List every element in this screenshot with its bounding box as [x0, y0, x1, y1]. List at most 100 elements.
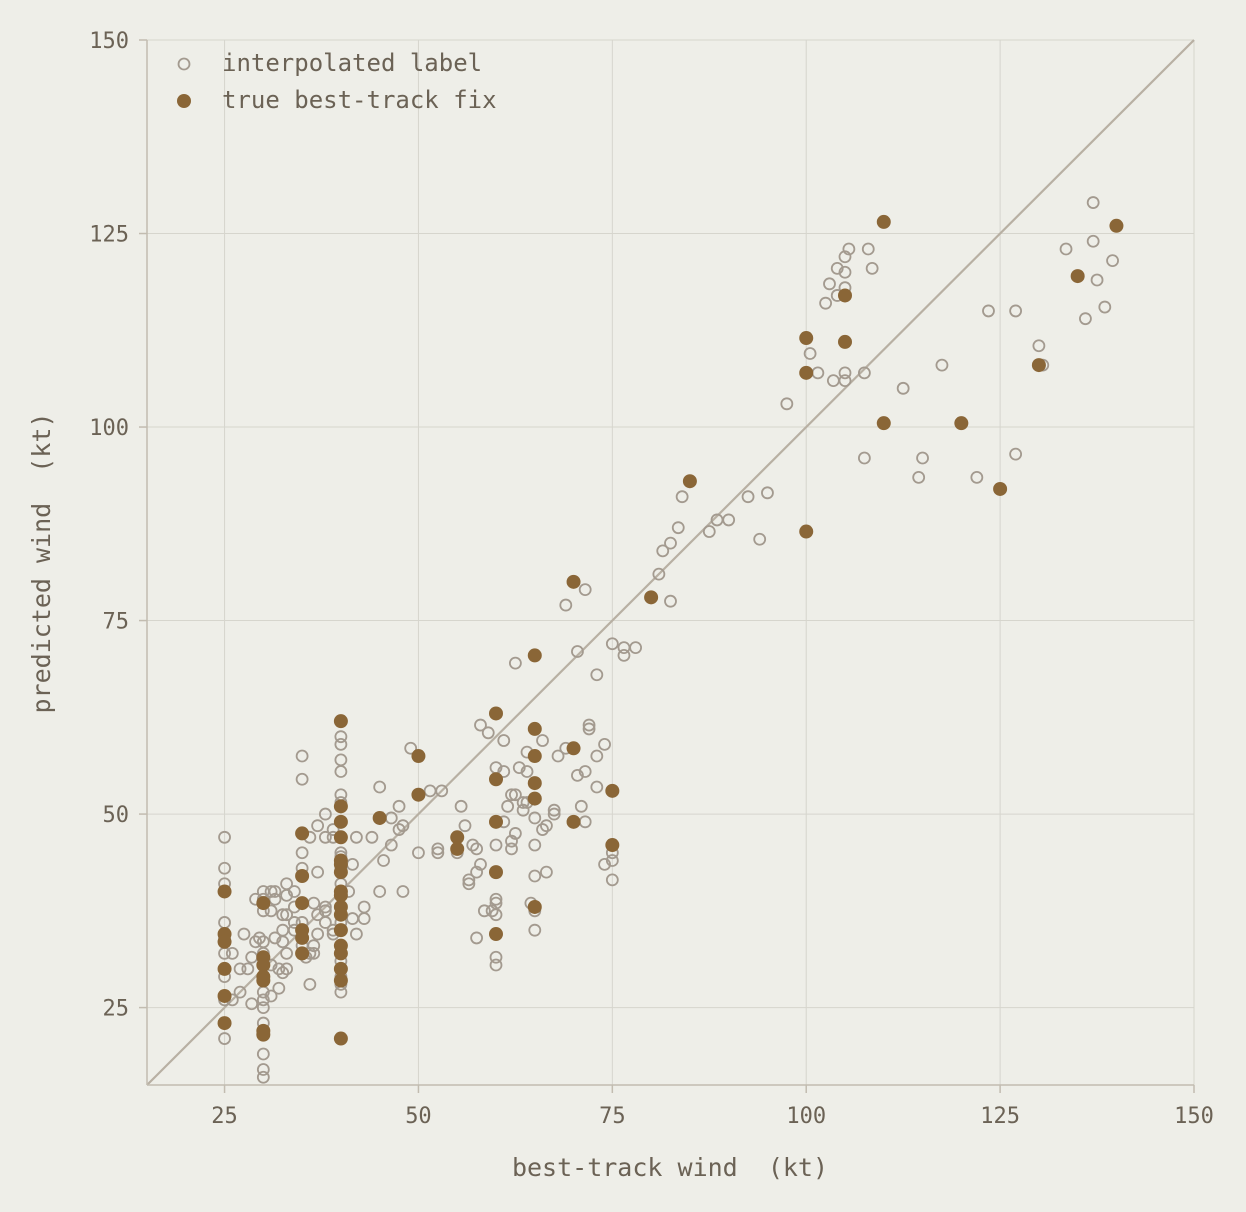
best-track-point [333, 961, 348, 976]
interpolated-point [935, 358, 949, 372]
interpolated-point [334, 985, 348, 999]
best-track-point [644, 590, 659, 605]
interpolated-point [365, 830, 379, 844]
interpolated-point [505, 842, 518, 856]
interpolated-point [276, 966, 290, 980]
interpolated-point [268, 885, 282, 898]
interpolated-point [508, 827, 522, 840]
interpolated-point [264, 885, 278, 898]
interpolated-point [349, 830, 363, 844]
interpolated-point [307, 896, 321, 910]
interpolated-point [349, 927, 363, 941]
interpolated-point [516, 796, 530, 809]
interpolated-point [617, 648, 631, 662]
best-track-point [682, 474, 697, 489]
interpolated-point [470, 842, 484, 856]
legend-marker-open [177, 57, 191, 71]
interpolated-point [241, 962, 255, 976]
interpolated-point [861, 242, 875, 256]
interpolated-point [823, 277, 836, 291]
best-track-point [217, 961, 232, 976]
legend-label-interpolated: interpolated label [222, 49, 482, 77]
interpolated-point [838, 374, 852, 387]
best-track-point [527, 791, 542, 806]
interpolated-point [280, 888, 294, 902]
interpolated-point [295, 846, 309, 860]
interpolated-point [334, 765, 348, 778]
interpolated-point [571, 768, 584, 782]
best-track-point [333, 814, 348, 829]
best-track-point [799, 365, 814, 380]
interpolated-point [830, 261, 844, 275]
best-track-point [333, 973, 348, 988]
x-tick-label: 125 [980, 1104, 1020, 1129]
best-track-point [799, 524, 814, 539]
interpolated-point [702, 525, 716, 538]
best-track-point [372, 810, 387, 825]
interpolated-point [318, 916, 332, 929]
interpolated-point [474, 857, 487, 871]
interpolated-point [233, 962, 247, 976]
interpolated-point [311, 908, 325, 922]
y-tick-label: 100 [89, 416, 129, 441]
best-track-point [333, 923, 348, 938]
interpolated-point [346, 857, 359, 871]
best-track-point [333, 946, 348, 961]
interpolated-point [462, 877, 476, 891]
best-track-point [256, 896, 271, 911]
best-track-point [1070, 269, 1085, 284]
interpolated-point [276, 923, 290, 937]
interpolated-point [276, 908, 290, 922]
interpolated-point [1098, 300, 1112, 314]
interpolated-point [722, 513, 736, 527]
best-track-point [566, 741, 581, 756]
interpolated-point [540, 865, 553, 879]
interpolated-point [497, 765, 511, 778]
best-track-point [489, 772, 503, 787]
interpolated-point [233, 985, 247, 999]
best-track-point [489, 814, 503, 829]
best-track-point [566, 574, 581, 589]
interpolated-point [311, 819, 325, 833]
interpolated-point [311, 927, 325, 941]
interpolated-point [656, 544, 670, 558]
interpolated-point [489, 908, 503, 922]
interpolated-point [318, 900, 332, 914]
best-track-point [295, 869, 310, 883]
interpolated-point [508, 656, 522, 670]
interpolated-point [629, 641, 642, 655]
best-track-point [217, 884, 232, 899]
interpolated-point [334, 730, 348, 744]
interpolated-point [458, 819, 472, 833]
best-track-point [450, 841, 465, 856]
y-tick-label: 150 [89, 29, 129, 54]
interpolated-point [520, 765, 534, 778]
best-track-point [217, 988, 232, 1003]
best-track-point [993, 481, 1008, 496]
x-axis-label: best-track wind (kt) [512, 1153, 828, 1182]
best-track-point [411, 749, 426, 764]
interpolated-point [551, 749, 565, 763]
interpolated-point [489, 950, 503, 964]
interpolated-point [497, 734, 511, 747]
interpolated-point [412, 846, 425, 860]
interpolated-point [392, 823, 406, 836]
interpolated-point [245, 950, 259, 964]
interpolated-point [256, 993, 270, 1007]
x-tick-label: 50 [405, 1104, 432, 1129]
interpolated-point [311, 865, 325, 879]
interpolated-point [1032, 339, 1046, 353]
interpolated-point [1059, 242, 1073, 256]
interpolated-point [218, 861, 231, 875]
interpolated-point [489, 958, 503, 972]
interpolated-point [334, 753, 348, 767]
interpolated-point [590, 668, 604, 682]
best-track-point [527, 899, 542, 914]
best-track-point [838, 334, 852, 349]
interpolated-point [462, 873, 476, 887]
interpolated-point [896, 381, 910, 395]
interpolated-point [318, 830, 332, 844]
y-tick-label: 125 [89, 223, 129, 248]
best-track-point [527, 721, 542, 736]
interpolated-point [1086, 234, 1100, 248]
